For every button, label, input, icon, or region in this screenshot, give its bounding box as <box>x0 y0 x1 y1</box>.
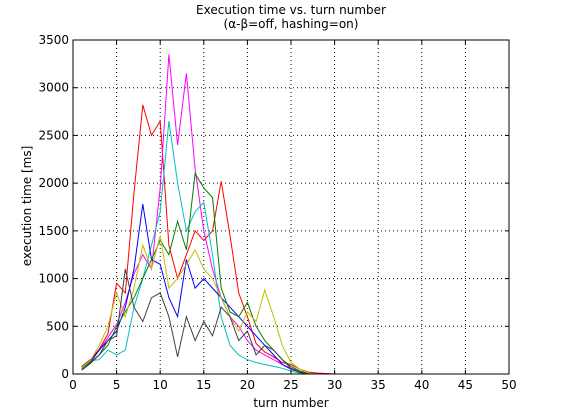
x-tick-label-2: 10 <box>153 378 168 392</box>
x-axis-label: turn number <box>253 396 328 410</box>
y-tick-label-0: 0 <box>61 367 69 381</box>
x-tick-label-1: 5 <box>113 378 121 392</box>
y-tick-label-5: 2500 <box>38 128 69 142</box>
chart-title: Execution time vs. turn number <box>196 3 386 17</box>
y-tick-label-7: 3500 <box>38 33 69 47</box>
x-tick-label-4: 20 <box>240 378 255 392</box>
y-tick-label-6: 3000 <box>38 81 69 95</box>
x-tick-label-6: 30 <box>327 378 342 392</box>
x-tick-label-3: 15 <box>196 378 211 392</box>
y-axis-label: execution time [ms] <box>20 146 34 267</box>
y-tick-label-3: 1500 <box>38 224 69 238</box>
x-tick-label-0: 0 <box>69 378 77 392</box>
x-tick-label-9: 45 <box>458 378 473 392</box>
x-tick-label-10: 50 <box>501 378 516 392</box>
x-tick-label-5: 25 <box>283 378 298 392</box>
chart-subtitle: (α-β=off, hashing=on) <box>224 17 359 31</box>
x-tick-label-8: 40 <box>414 378 429 392</box>
x-tick-label-7: 35 <box>371 378 386 392</box>
y-tick-label-1: 500 <box>46 319 69 333</box>
y-tick-label-4: 2000 <box>38 176 69 190</box>
y-tick-label-2: 1000 <box>38 272 69 286</box>
